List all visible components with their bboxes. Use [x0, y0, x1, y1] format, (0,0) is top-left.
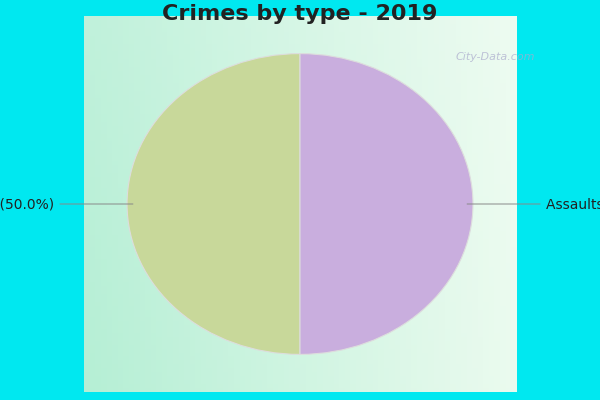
Text: Thefts (50.0%): Thefts (50.0%) [0, 197, 133, 211]
Text: City-Data.com: City-Data.com [456, 52, 536, 62]
Text: Assaults (50.0%): Assaults (50.0%) [467, 197, 600, 211]
Wedge shape [127, 54, 300, 354]
Text: Crimes by type - 2019: Crimes by type - 2019 [163, 4, 437, 24]
Wedge shape [300, 54, 473, 354]
